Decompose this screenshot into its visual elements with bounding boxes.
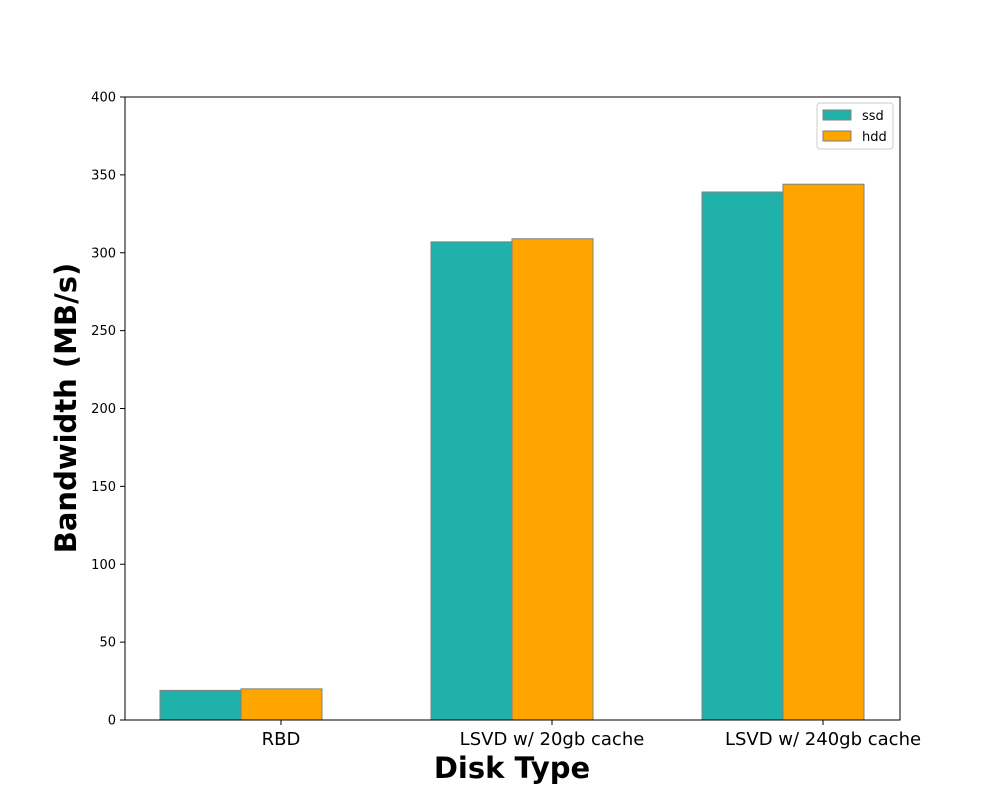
y-tick-label: 50	[99, 636, 116, 651]
x-axis-title: Disk Type	[434, 751, 590, 785]
y-tick-label: 150	[91, 480, 116, 495]
legend-label-hdd: hdd	[862, 130, 887, 145]
bar-ssd-0	[159, 689, 242, 721]
y-tick-label: 200	[91, 402, 116, 417]
bar-ssd-1	[430, 241, 513, 721]
bar-hdd-2	[782, 183, 865, 721]
y-axis-title: Bandwidth (MB/s)	[49, 263, 83, 554]
legend-label-ssd: ssd	[862, 109, 884, 124]
y-tick-label: 0	[108, 714, 116, 729]
bar-ssd-2	[701, 191, 784, 721]
y-tick-label: 400	[91, 91, 116, 106]
y-tick-label: 350	[91, 168, 116, 183]
y-tick-label: 250	[91, 324, 116, 339]
legend-swatch-ssd	[822, 109, 852, 121]
x-axis: RBD LSVD w/ 20gb cache LSVD w/ 240gb cache	[262, 720, 921, 750]
bar-hdd-1	[511, 238, 594, 721]
x-tick-label: LSVD w/ 20gb cache	[460, 729, 645, 750]
legend: ssd hdd	[816, 102, 894, 150]
y-axis: 0 50 100 150 200 250 300 350 400	[91, 91, 125, 729]
legend-swatch-hdd	[822, 130, 852, 142]
x-tick-label: RBD	[262, 729, 301, 750]
y-tick-label: 300	[91, 246, 116, 261]
bars-group	[159, 183, 865, 721]
bar-hdd-0	[240, 688, 323, 721]
x-tick-label: LSVD w/ 240gb cache	[725, 729, 921, 750]
y-tick-label: 100	[91, 558, 116, 573]
